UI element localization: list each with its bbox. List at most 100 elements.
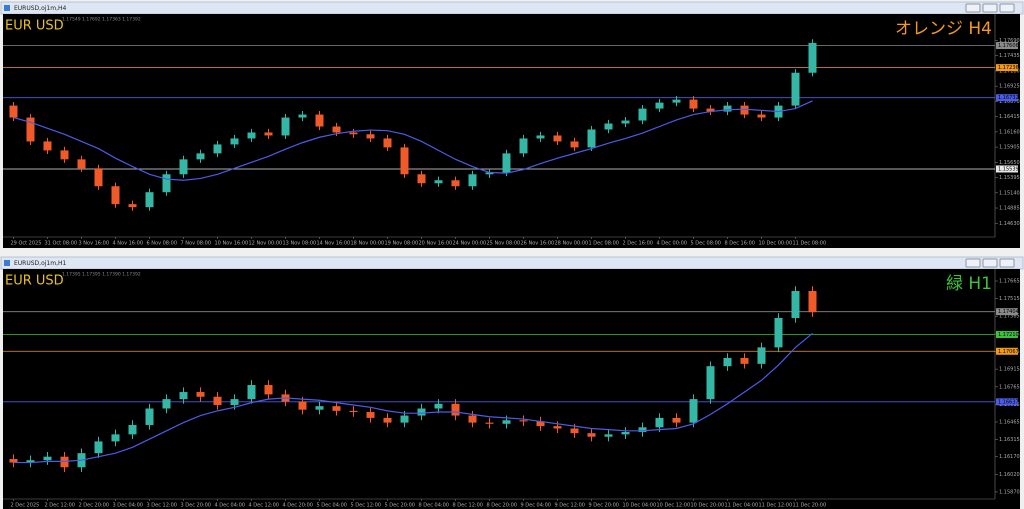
x-tick-label: 18 Nov 00:00 (351, 241, 385, 247)
candle-body (128, 204, 137, 208)
candle-body (179, 159, 188, 175)
chart-title: 緑 H1 (946, 274, 992, 294)
candle-body (689, 99, 698, 109)
candle-body (349, 132, 358, 135)
price-level-label: 1.17210 (998, 332, 1019, 338)
x-tick-label: 10 Dec 12:00 (657, 503, 691, 509)
candle-body (128, 424, 137, 435)
x-tick-label: 5 Dec 12:00 (351, 503, 381, 509)
y-tick-label: 1.16670 (999, 99, 1020, 105)
candle-body (213, 396, 222, 405)
candle-body (553, 426, 562, 429)
x-tick-label: 25 Nov 08:00 (487, 241, 521, 247)
candle-body (43, 456, 52, 461)
y-tick-label: 1.15395 (999, 175, 1020, 181)
x-tick-label: 2 Dec 12:00 (45, 503, 75, 509)
candle-body (757, 114, 766, 118)
x-tick-label: 10 Nov 16:00 (215, 241, 249, 247)
x-tick-label: 19 Nov 08:00 (385, 241, 419, 247)
window-button[interactable] (965, 3, 981, 13)
candle-body (434, 403, 443, 409)
x-tick-label: 4 Nov 16:00 (113, 241, 144, 247)
candle-body (604, 434, 613, 437)
y-tick-label: 1.14630 (999, 221, 1020, 227)
x-tick-label: 8 Dec 16:00 (725, 241, 755, 247)
y-tick-label: 1.16465 (999, 420, 1020, 426)
chart-title: オレンジ H4 (895, 19, 992, 39)
x-tick-label: 4 Dec 00:00 (657, 241, 687, 247)
candle-body (332, 406, 341, 411)
price-level-tag (996, 398, 1018, 406)
candle-body (621, 120, 630, 124)
candle-body (570, 428, 579, 434)
x-tick-label: 6 Nov 08:00 (147, 241, 178, 247)
x-tick-label: 5 Dec 08:00 (691, 241, 721, 247)
candle-body (536, 421, 545, 427)
candle-body (315, 406, 324, 410)
y-tick-label: 1.17365 (999, 314, 1020, 320)
candle-body (604, 123, 613, 130)
candle-body (111, 186, 120, 205)
window-button[interactable] (999, 3, 1015, 13)
x-tick-label: 7 Nov 08:00 (181, 241, 212, 247)
candle-body (587, 433, 596, 437)
x-tick-label: 1 Dec 08:00 (589, 241, 619, 247)
price-level-label: 1.15539 (998, 166, 1019, 172)
x-tick-label: 9 Dec 04:00 (521, 503, 551, 509)
candle-body (808, 42, 817, 73)
y-tick-label: 1.16415 (999, 114, 1020, 120)
candle-body (400, 415, 409, 423)
y-tick-label: 1.17435 (999, 53, 1020, 59)
candle-body (723, 105, 732, 112)
window-title-bar (0, 1, 1024, 15)
candle-body (485, 172, 494, 175)
x-tick-label: 24 Nov 00:00 (453, 241, 487, 247)
candle-body (451, 403, 460, 416)
y-tick-label: 1.16315 (999, 437, 1020, 443)
candle-body (94, 168, 103, 187)
candle-body (553, 135, 562, 142)
window-button[interactable] (965, 258, 981, 268)
candle-body (332, 126, 341, 133)
window-button[interactable] (982, 3, 998, 13)
chart-area (3, 269, 1020, 509)
candle-body (247, 385, 256, 400)
candle-body (536, 135, 545, 139)
y-tick-label: 1.16020 (999, 472, 1020, 478)
candle-body (570, 141, 579, 148)
candle-body (485, 422, 494, 424)
candle-body (672, 99, 681, 103)
price-level-tag (996, 64, 1018, 72)
candle-body (740, 357, 749, 364)
price-level-label: 1.17606 (998, 43, 1019, 49)
candle-body (400, 147, 409, 175)
y-tick-label: 1.16925 (999, 84, 1020, 90)
candle-body (298, 114, 307, 118)
price-level-tag (996, 42, 1018, 50)
candle-body (417, 174, 426, 184)
candle-body (162, 399, 171, 409)
window-button[interactable] (982, 258, 998, 268)
candle-body (366, 412, 375, 418)
window-button[interactable] (999, 258, 1015, 268)
x-tick-label: 9 Dec 12:00 (555, 503, 585, 509)
candle-body (468, 174, 477, 187)
y-tick-label: 1.17180 (999, 68, 1020, 74)
y-tick-label: 1.16915 (999, 367, 1020, 373)
x-tick-label: 5 Dec 20:00 (385, 503, 415, 509)
x-tick-label: 4 Dec 04:00 (215, 503, 245, 509)
x-tick-label: 9 Dec 20:00 (589, 503, 619, 509)
x-tick-label: 2 Dec 16:00 (623, 241, 653, 247)
x-tick-label: 3 Dec 20:00 (181, 503, 211, 509)
candle-body (264, 385, 273, 395)
x-tick-label: 11 Dec 04:00 (725, 503, 759, 509)
candle-body (655, 417, 664, 428)
x-tick-label: 2 Dec 20:00 (79, 503, 109, 509)
x-tick-label: 3 Dec 12:00 (147, 503, 177, 509)
window-title-bar (0, 256, 1024, 270)
candle-body (434, 180, 443, 184)
candle-body (281, 117, 290, 136)
candle-body (43, 141, 52, 151)
